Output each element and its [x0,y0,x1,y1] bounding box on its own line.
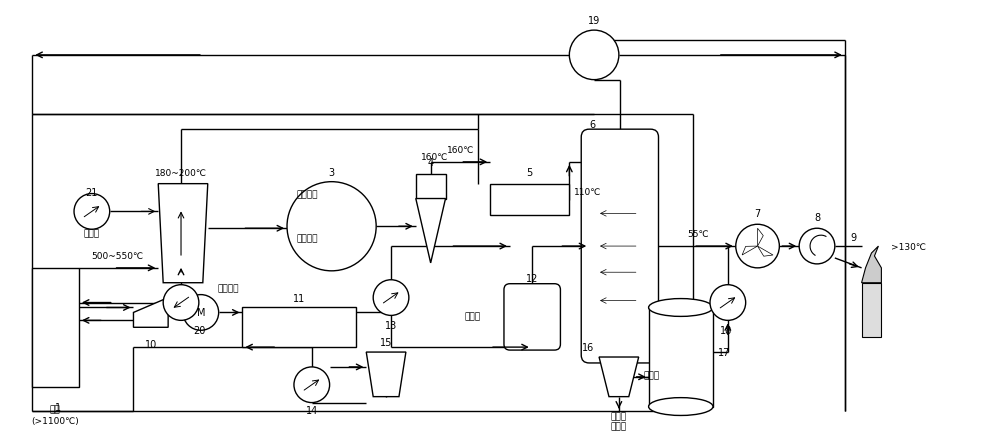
Polygon shape [366,352,406,397]
Text: 再利用: 再利用 [611,421,627,431]
Text: 烟气: 烟气 [50,404,61,414]
FancyBboxPatch shape [581,130,659,363]
Bar [862,283,881,337]
Text: M: M [197,308,205,318]
FancyBboxPatch shape [504,284,560,350]
Bar [32,268,79,387]
Text: 小苏打粉: 小苏打粉 [297,234,318,243]
Text: 500~550℃: 500~550℃ [91,252,143,261]
Text: 160℃: 160℃ [447,145,474,155]
Text: 10: 10 [145,339,157,349]
Text: 补充水: 补充水 [464,311,480,320]
Text: 9: 9 [851,233,857,243]
Text: 55℃: 55℃ [687,230,709,239]
Circle shape [163,285,199,321]
Polygon shape [758,229,763,247]
Polygon shape [158,184,208,283]
Text: 15: 15 [380,337,392,347]
Text: 结晶盐: 结晶盐 [644,371,660,379]
Bar [242,308,356,347]
Text: 尿素溶液: 尿素溶液 [218,283,239,293]
Bar [490,184,569,216]
Text: 180~200℃: 180~200℃ [155,168,207,178]
Ellipse shape [649,398,713,415]
Polygon shape [599,357,639,397]
Circle shape [799,229,835,264]
Text: >130℃: >130℃ [891,242,926,251]
Text: 160℃: 160℃ [421,152,448,161]
Bar [416,174,446,199]
Circle shape [569,31,619,80]
Text: 达标水: 达标水 [611,411,627,421]
Text: 工业水: 工业水 [84,229,100,238]
Text: 17: 17 [718,347,730,357]
Text: 18: 18 [720,326,732,335]
Text: 11: 11 [293,293,305,303]
Text: 2: 2 [178,288,184,298]
Polygon shape [133,298,168,328]
Text: 14: 14 [306,404,318,414]
Circle shape [294,367,330,403]
Text: 5: 5 [527,168,533,178]
Ellipse shape [649,299,713,317]
Text: 7: 7 [754,209,761,219]
Text: 4: 4 [428,158,434,168]
Circle shape [287,182,376,271]
Text: 110℃: 110℃ [574,187,602,197]
Circle shape [183,295,219,331]
Text: 6: 6 [589,120,595,130]
Text: 13: 13 [385,321,397,331]
Text: 16: 16 [582,342,594,352]
Text: (>1100℃): (>1100℃) [31,417,79,425]
Text: 8: 8 [814,213,820,223]
Polygon shape [416,199,446,263]
Circle shape [373,280,409,316]
Polygon shape [742,247,758,255]
Circle shape [736,225,779,268]
Text: 1: 1 [55,401,61,411]
Circle shape [74,194,110,230]
Bar [649,308,713,407]
Text: 21: 21 [86,187,98,197]
Text: 19: 19 [588,16,600,26]
Polygon shape [862,247,881,283]
Circle shape [710,285,746,321]
Text: 3: 3 [329,168,335,178]
Text: 活性炭粉: 活性炭粉 [297,190,318,199]
Polygon shape [758,247,773,256]
Text: 20: 20 [193,326,205,335]
Text: 12: 12 [526,273,538,283]
